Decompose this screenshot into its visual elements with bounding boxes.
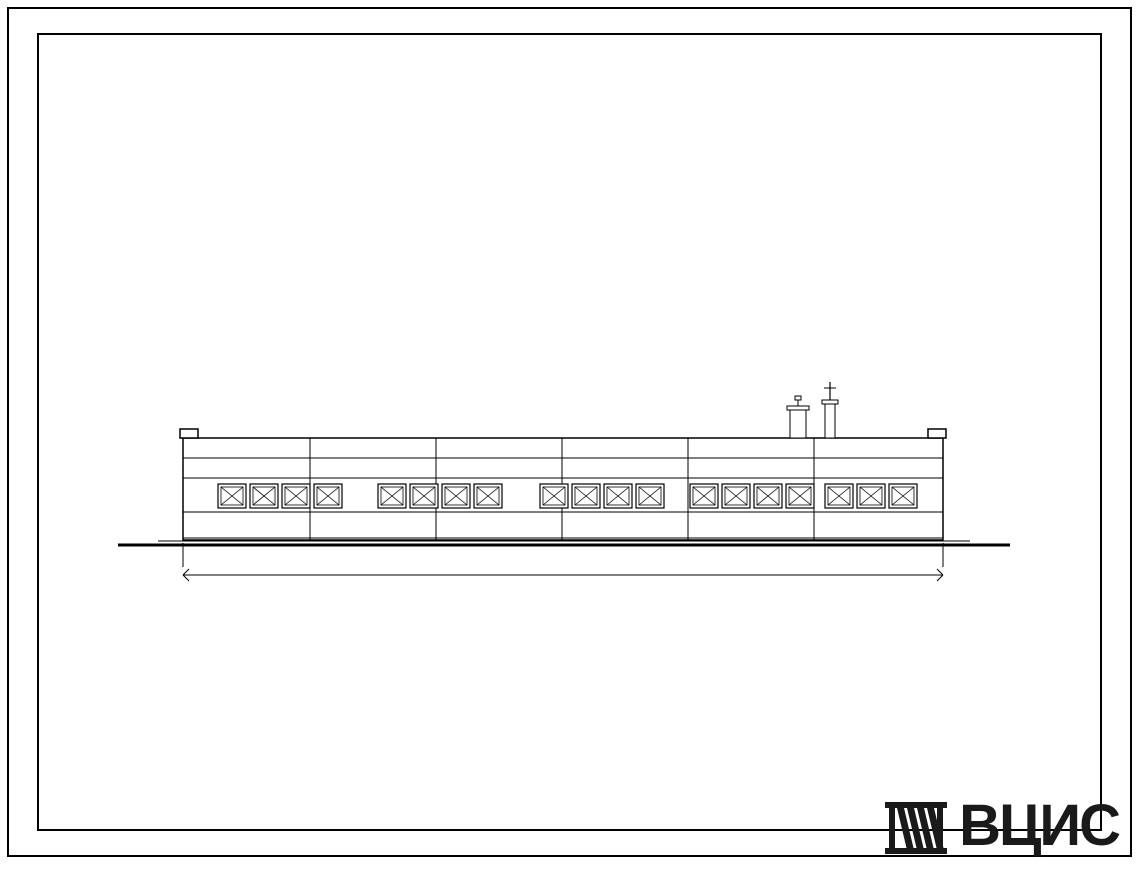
logo: ВЦИС [881,792,1119,859]
logo-text: ВЦИС [959,792,1119,859]
elevation-drawing [0,0,1139,869]
logo-icon [881,796,951,856]
drawing-canvas [0,0,1139,869]
